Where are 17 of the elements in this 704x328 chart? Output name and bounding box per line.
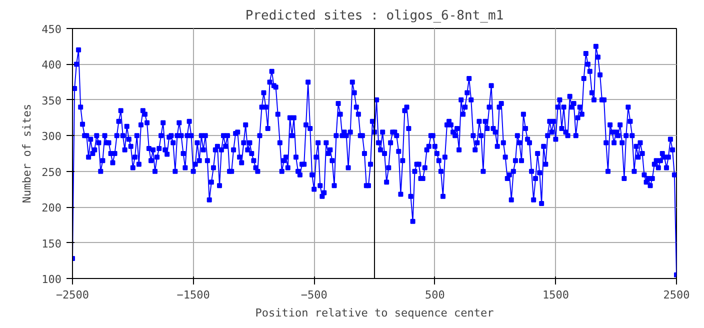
y-tick-label: 450	[42, 23, 62, 36]
y-tick-label: 400	[42, 58, 62, 72]
x-tick-label: 2500	[663, 288, 690, 302]
x-tick-label: −1500	[176, 288, 210, 302]
y-tick-label: 300	[42, 130, 62, 144]
y-axis-title: Number of sites	[20, 104, 34, 204]
x-tick-label: −500	[300, 288, 328, 302]
y-tick-label: 100	[42, 273, 62, 286]
y-tick-label: 350	[42, 94, 62, 108]
chart-title: Predicted sites : oligos_6-8nt_m1	[245, 8, 504, 24]
x-tick-label: −2500	[56, 288, 90, 302]
y-tick-label: 250	[42, 166, 62, 179]
y-tick-label: 150	[42, 237, 62, 250]
x-tick-label: 1500	[542, 288, 569, 302]
x-axis-title: Position relative to sequence center	[255, 306, 494, 320]
x-tick-label: 500	[424, 288, 445, 302]
y-tick-label: 200	[42, 202, 62, 215]
